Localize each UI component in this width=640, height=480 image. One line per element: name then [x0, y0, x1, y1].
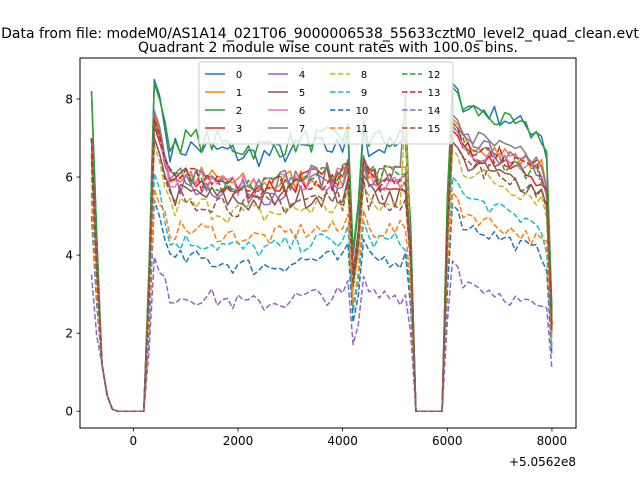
y-tick-label: 6 — [65, 171, 73, 185]
legend-label-5: 5 — [299, 88, 305, 99]
legend-label-8: 8 — [361, 70, 367, 81]
legend-label-13: 13 — [428, 88, 441, 99]
series-line-8 — [90, 113, 553, 412]
y-tick-label: 0 — [65, 405, 73, 419]
x-offset-label: +5.0562e8 — [509, 455, 576, 469]
legend-label-7: 7 — [299, 124, 305, 135]
series-line-10 — [90, 199, 553, 412]
series-line-6 — [90, 121, 553, 412]
series-line-15 — [90, 137, 553, 412]
series-line-7 — [90, 94, 553, 412]
x-tick-label: 6000 — [432, 434, 463, 448]
axis-ticks: 0 2000 4000 6000 8000 0 2 4 6 8 — [65, 92, 567, 448]
x-tick-label: 8000 — [537, 434, 568, 448]
legend-label-9: 9 — [361, 88, 367, 99]
x-tick-label: 4000 — [327, 434, 358, 448]
legend-label-14: 14 — [428, 106, 441, 117]
legend-label-12: 12 — [428, 70, 441, 81]
legend-label-0: 0 — [236, 70, 242, 81]
y-tick-label: 2 — [65, 327, 73, 341]
x-tick-label: 0 — [130, 434, 138, 448]
legend-label-15: 15 — [428, 124, 441, 135]
series-line-5 — [90, 137, 553, 412]
series-line-9 — [90, 172, 553, 412]
legend-label-3: 3 — [236, 124, 242, 135]
y-tick-label: 4 — [65, 249, 73, 263]
legend-label-1: 1 — [236, 88, 242, 99]
plot-frame — [79, 57, 577, 429]
legend-label-10: 10 — [356, 106, 369, 117]
chart-suptitle: Data from file: modeM0/AS1A14_021T06_900… — [1, 26, 639, 42]
series-line-11 — [90, 187, 553, 412]
legend-label-6: 6 — [299, 106, 305, 117]
series-line-14 — [90, 256, 553, 412]
legend-frame — [198, 61, 454, 145]
legend-label-11: 11 — [356, 124, 369, 135]
series-line-13 — [90, 117, 553, 412]
legend-label-4: 4 — [299, 70, 305, 81]
legend-label-2: 2 — [236, 106, 242, 117]
chart-title: Quadrant 2 module wise count rates with … — [138, 40, 518, 56]
series-line-12 — [90, 121, 553, 412]
x-tick-label: 2000 — [223, 434, 254, 448]
y-tick-label: 8 — [65, 92, 73, 106]
